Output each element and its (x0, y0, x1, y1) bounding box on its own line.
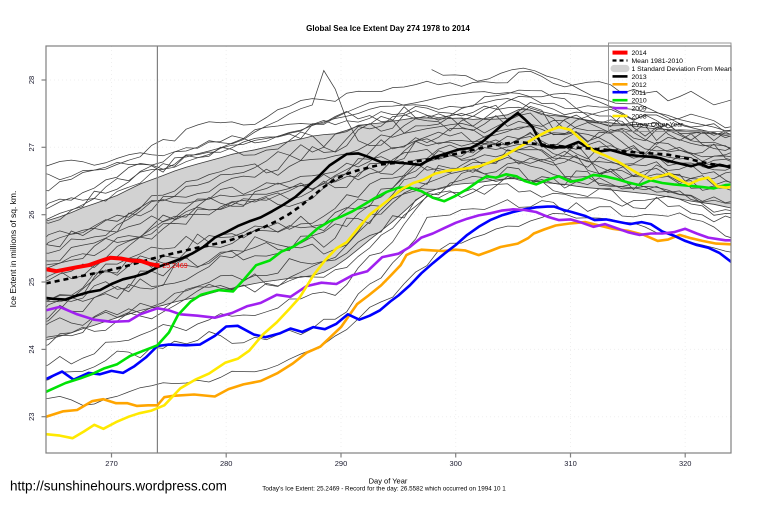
svg-text:26: 26 (27, 211, 36, 219)
svg-text:2011: 2011 (632, 90, 647, 97)
svg-text:Day of Year: Day of Year (369, 477, 408, 486)
svg-text:290: 290 (335, 459, 348, 468)
svg-text:280: 280 (220, 459, 233, 468)
svg-text:Today's Ice Extent: 25.2469 -: Today's Ice Extent: 25.2469 - Record for… (262, 486, 506, 493)
svg-text:Every Other Year: Every Other Year (632, 122, 684, 129)
svg-text:24: 24 (27, 345, 36, 353)
svg-text:2013: 2013 (632, 74, 647, 81)
svg-text:27: 27 (27, 143, 36, 151)
svg-text:25.2469: 25.2469 (162, 263, 187, 270)
svg-text:25: 25 (27, 278, 36, 286)
svg-text:2008: 2008 (632, 114, 647, 121)
svg-text:Global Sea Ice Extent Day 274: Global Sea Ice Extent Day 274 1978 to 20… (306, 24, 470, 33)
svg-text:2010: 2010 (632, 98, 647, 105)
svg-text:http://sunshinehours.wordpress: http://sunshinehours.wordpress.com (10, 479, 227, 494)
svg-text:1 Standard Deviation From Mean: 1 Standard Deviation From Mean (632, 66, 732, 73)
svg-text:310: 310 (564, 459, 577, 468)
svg-text:2012: 2012 (632, 82, 647, 89)
svg-text:23: 23 (27, 413, 36, 421)
svg-text:2009: 2009 (632, 106, 647, 113)
svg-text:28: 28 (27, 76, 36, 84)
svg-text:Mean 1981-2010: Mean 1981-2010 (632, 58, 684, 65)
svg-text:300: 300 (449, 459, 462, 468)
svg-text:Ice Extent in millions of sq.: Ice Extent in millions of sq. km. (8, 191, 18, 308)
svg-text:320: 320 (679, 459, 692, 468)
svg-text:2014: 2014 (632, 50, 647, 57)
svg-text:270: 270 (105, 459, 118, 468)
